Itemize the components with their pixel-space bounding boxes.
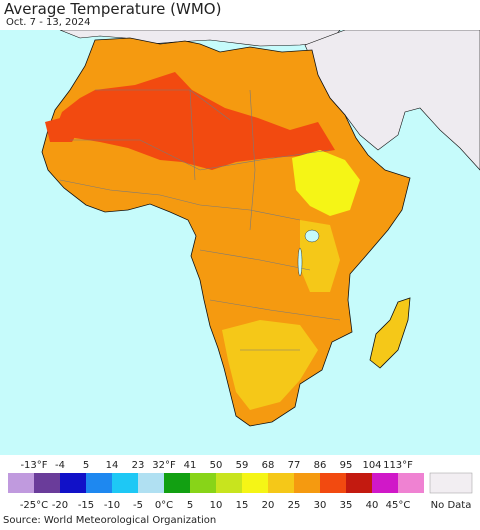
west-coast-hot-zone — [45, 116, 80, 142]
date-range: Oct. 7 - 13, 2024 — [6, 17, 91, 28]
legend-no-data-swatch — [429, 472, 473, 494]
legend-swatch — [112, 473, 138, 493]
map-title: Average Temperature (WMO) — [4, 0, 222, 18]
legend-celsius-label: 15 — [236, 500, 249, 511]
legend-celsius-label: -20 — [52, 500, 68, 511]
legend-swatch — [268, 473, 294, 493]
legend-fahrenheit-label: 32°F — [152, 460, 176, 471]
legend-celsius-label: 40 — [366, 500, 379, 511]
lake-tanganyika — [297, 247, 303, 277]
legend-swatch — [294, 473, 320, 493]
legend-swatch — [190, 473, 216, 493]
legend-celsius-label: 0°C — [155, 500, 173, 511]
legend-fahrenheit-label: 14 — [106, 460, 119, 471]
legend-celsius-label: 10 — [210, 500, 223, 511]
legend-celsius-label: 45°C — [386, 500, 411, 511]
legend-celsius-label: 25 — [288, 500, 301, 511]
legend-swatch — [320, 473, 346, 493]
country-borders — [59, 89, 341, 351]
legend-celsius-label: -25°C — [20, 500, 48, 511]
legend-fahrenheit-label: -13°F — [20, 460, 47, 471]
legend-fahrenheit-label: 59 — [236, 460, 249, 471]
legend-swatch — [164, 473, 190, 493]
legend-swatch — [398, 473, 424, 493]
legend-fahrenheit-label: 50 — [210, 460, 223, 471]
legend-fahrenheit-label: 113°F — [383, 460, 413, 471]
madagascar — [369, 297, 411, 369]
legend-swatch — [86, 473, 112, 493]
legend-swatch — [372, 473, 398, 493]
ethiopia-cool-zone — [292, 150, 360, 216]
legend-swatch — [216, 473, 242, 493]
legend-celsius-label: 30 — [314, 500, 327, 511]
legend-celsius-label: 20 — [262, 500, 275, 511]
legend-fahrenheit-label: 104 — [362, 460, 381, 471]
legend-swatch — [138, 473, 164, 493]
legend-fahrenheit-label: 86 — [314, 460, 327, 471]
legend-fahrenheit-label: 68 — [262, 460, 275, 471]
legend-fahrenheit-label: 5 — [83, 460, 89, 471]
legend-fahrenheit-label: 23 — [132, 460, 145, 471]
sahara-hot-zone — [55, 72, 335, 170]
temperature-legend: -13°F -4 5 14 23 32°F 41 50 59 68 77 86 95 104 113°F -2… — [8, 460, 473, 511]
legend-celsius-label: 35 — [340, 500, 353, 511]
legend-no-data-label: No Data — [431, 500, 472, 511]
legend-celsius-label: -10 — [104, 500, 120, 511]
legend-swatch — [346, 473, 372, 493]
legend-swatch — [60, 473, 86, 493]
lake-victoria — [304, 229, 320, 243]
legend-fahrenheit-label: 77 — [288, 460, 301, 471]
southern-cool-zone — [222, 320, 318, 410]
legend-celsius-label: -15 — [78, 500, 94, 511]
legend-celsius-label: -5 — [133, 500, 143, 511]
temperature-map — [0, 30, 480, 455]
legend-swatch — [242, 473, 268, 493]
legend-fahrenheit-label: 95 — [340, 460, 353, 471]
source-credit: Source: World Meteorological Organizatio… — [3, 515, 217, 526]
legend-swatch — [34, 473, 60, 493]
legend-swatch — [8, 473, 34, 493]
legend-fahrenheit-label: -4 — [55, 460, 65, 471]
legend-celsius-label: 5 — [187, 500, 193, 511]
legend-fahrenheit-label: 41 — [184, 460, 197, 471]
